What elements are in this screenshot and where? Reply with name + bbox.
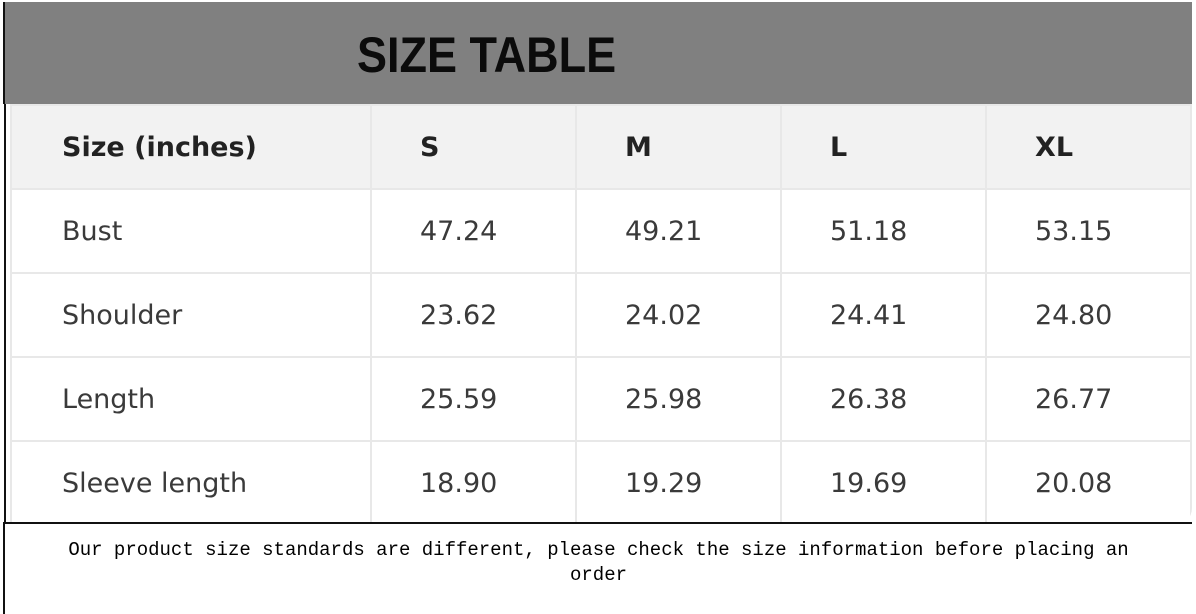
table-cell: 53.15 [985,188,1192,274]
table-header-row: Size (inches) S M L XL [10,104,1192,190]
table-cell: 19.29 [575,440,782,526]
table-cell: 26.77 [985,356,1192,442]
table-cell: 25.98 [575,356,782,442]
table-row: Sleeve length 18.90 19.29 19.69 20.08 [10,440,1192,526]
column-header: Size (inches) [10,104,372,190]
column-header: M [575,104,782,190]
table-cell: 18.90 [370,440,577,526]
column-header: XL [985,104,1192,190]
size-table-container: Size (inches) S M L XL Bust 47.24 49.21 51.… [4,104,1192,526]
table-cell: 49.21 [575,188,782,274]
size-table: Size (inches) S M L XL Bust 47.24 49.21 51.… [10,104,1192,526]
page-title: SIZE TABLE [357,27,617,83]
table-cell: 25.59 [370,356,577,442]
size-note: Our product size standards are different… [3,522,1192,614]
table-row: Shoulder 23.62 24.02 24.41 24.80 [10,272,1192,358]
table-cell: 24.41 [780,272,987,358]
table-cell: 24.02 [575,272,782,358]
table-cell: 24.80 [985,272,1192,358]
column-header: S [370,104,577,190]
size-note-text: Our product size standards are different… [68,539,1129,586]
table-row: Bust 47.24 49.21 51.18 53.15 [10,188,1192,274]
table-cell: 47.24 [370,188,577,274]
column-header: L [780,104,987,190]
table-cell: 26.38 [780,356,987,442]
table-cell: 19.69 [780,440,987,526]
title-banner: SIZE TABLE [3,2,1192,104]
row-label: Shoulder [10,272,372,358]
row-label: Length [10,356,372,442]
table-cell: 23.62 [370,272,577,358]
table-cell: 20.08 [985,440,1192,526]
table-row: Length 25.59 25.98 26.38 26.77 [10,356,1192,442]
row-label: Sleeve length [10,440,372,526]
row-label: Bust [10,188,372,274]
table-cell: 51.18 [780,188,987,274]
